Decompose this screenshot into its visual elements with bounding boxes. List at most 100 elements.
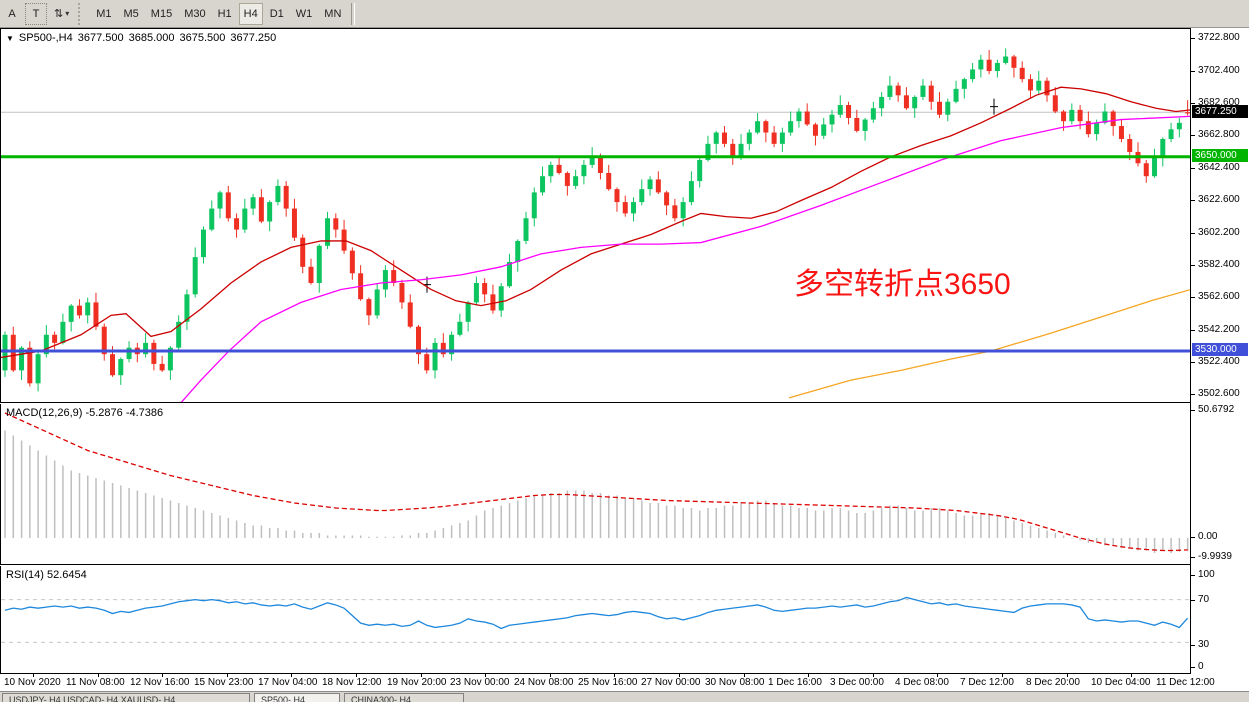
time-axis-tick bbox=[226, 674, 228, 677]
text-tool-button[interactable]: T bbox=[25, 2, 47, 25]
macd-histogram-bar bbox=[864, 513, 866, 538]
rsi-pane[interactable]: RSI(14) 52.6454 bbox=[0, 566, 1190, 674]
chart-tab[interactable]: SP500-,H4 bbox=[254, 693, 340, 702]
bear-candle bbox=[490, 294, 496, 311]
macd-histogram-bar bbox=[872, 510, 875, 538]
candlestick-canvas[interactable] bbox=[1, 29, 1190, 402]
macd-histogram-bar bbox=[1162, 538, 1164, 551]
bull-candle bbox=[523, 218, 529, 241]
font-tool-button[interactable]: A bbox=[8, 7, 16, 20]
macd-histogram-bar bbox=[4, 430, 6, 538]
bear-candle bbox=[1127, 138, 1133, 152]
macd-histogram-bar bbox=[467, 520, 469, 538]
bull-candle bbox=[60, 321, 66, 343]
timeframe-button-d1[interactable]: D1 bbox=[269, 7, 284, 20]
macd-histogram-bar bbox=[252, 525, 254, 538]
macd-histogram-bar bbox=[632, 498, 635, 538]
time-axis-label: 7 Dec 12:00 bbox=[960, 677, 1014, 688]
macd-histogram-bar bbox=[153, 495, 155, 538]
time-axis-tick bbox=[679, 674, 680, 677]
macd-pane[interactable]: MACD(12,26,9) -5.2876 -4.7386 bbox=[0, 404, 1190, 565]
macd-histogram-bar bbox=[29, 445, 31, 538]
bear-candle bbox=[27, 347, 33, 384]
macd-histogram-bar bbox=[450, 525, 453, 538]
macd-histogram-bar bbox=[1129, 538, 1131, 548]
macd-histogram-bar bbox=[1054, 533, 1057, 538]
macd-histogram-bar bbox=[20, 440, 23, 538]
bull-candle bbox=[1152, 156, 1158, 177]
timeframe-button-m15[interactable]: M15 bbox=[150, 7, 173, 20]
bull-candle bbox=[870, 108, 876, 120]
bear-candle bbox=[341, 229, 347, 251]
macd-histogram-bar bbox=[335, 535, 337, 538]
price-chart-pane[interactable]: ▼ SP500-,H4 3677.500 3685.000 3675.500 3… bbox=[0, 28, 1190, 403]
axis-tick-mark bbox=[1191, 600, 1195, 601]
collapse-icon[interactable]: ▼ bbox=[6, 33, 14, 43]
macd-histogram-bar bbox=[1186, 538, 1189, 552]
bull-candle bbox=[1094, 122, 1100, 135]
bull-candle bbox=[68, 305, 74, 322]
price-axis-scale[interactable]: 3722.800 3702.400 3682.600 3662.800 3642.400… bbox=[1190, 28, 1249, 674]
price-axis-label: 3622.600 bbox=[1198, 194, 1240, 206]
bull-candle bbox=[515, 240, 521, 262]
macd-histogram-bar bbox=[814, 510, 817, 538]
timeframe-button-m5[interactable]: M5 bbox=[123, 7, 139, 20]
macd-histogram-bar bbox=[235, 520, 238, 538]
macd-histogram-bar bbox=[417, 533, 420, 538]
bear-candle bbox=[804, 111, 810, 125]
bull-candle bbox=[1003, 56, 1009, 63]
rsi-axis-label: 100 bbox=[1198, 569, 1215, 580]
macd-histogram-bar bbox=[591, 493, 593, 538]
macd-histogram-bar bbox=[558, 493, 560, 538]
axis-tick-mark bbox=[1191, 575, 1195, 576]
bear-candle bbox=[622, 202, 628, 214]
macd-histogram-bar bbox=[111, 483, 114, 538]
axis-tick-mark bbox=[1191, 70, 1195, 72]
time-axis-tick bbox=[743, 674, 745, 677]
macd-histogram-bar bbox=[971, 515, 974, 538]
bear-candle bbox=[812, 124, 818, 136]
macd-canvas[interactable] bbox=[1, 404, 1190, 564]
bear-candle bbox=[440, 342, 446, 355]
ma-slow-orange bbox=[788, 289, 1190, 399]
macd-histogram-bar bbox=[674, 505, 676, 538]
bull-candle bbox=[275, 185, 281, 203]
bull-candle bbox=[978, 59, 984, 70]
bear-candle bbox=[597, 156, 603, 173]
rsi-canvas[interactable] bbox=[1, 566, 1190, 673]
macd-histogram-bar bbox=[682, 508, 684, 538]
timeframe-button-h4[interactable]: H4 bbox=[238, 2, 263, 25]
chart-tab[interactable]: USDJPY-,H4 USDCAD-,H4 XAUUSD-,H4 bbox=[2, 693, 250, 702]
toolbar-groove bbox=[351, 2, 356, 25]
bull-candle bbox=[738, 143, 744, 157]
macd-histogram-bar bbox=[1137, 538, 1139, 551]
macd-histogram-bar bbox=[1120, 538, 1123, 548]
arrows-dropdown-button[interactable]: ⇅ ▾ bbox=[49, 3, 74, 25]
bear-candle bbox=[614, 189, 620, 203]
timeframe-button-w1[interactable]: W1 bbox=[295, 7, 313, 20]
timeframe-button-h1[interactable]: H1 bbox=[217, 7, 232, 20]
axis-tick-mark bbox=[1191, 329, 1195, 331]
price-axis-label: 3702.400 bbox=[1198, 65, 1240, 76]
time-axis-tick bbox=[291, 674, 293, 677]
time-axis-label: 30 Nov 08:00 bbox=[705, 677, 765, 688]
macd-histogram-bar bbox=[823, 510, 825, 538]
ohlc-open: 3677.500 bbox=[77, 32, 124, 44]
macd-histogram-bar bbox=[748, 503, 751, 538]
timeframe-button-m1[interactable]: M1 bbox=[96, 7, 112, 20]
chart-tab[interactable]: CHINA300-,H4 bbox=[344, 693, 464, 702]
bear-candle bbox=[1061, 111, 1067, 122]
macd-histogram-bar bbox=[1038, 528, 1040, 538]
timeframe-button-mn[interactable]: MN bbox=[324, 7, 342, 20]
time-axis-scale[interactable]: 10 Nov 2020 11 Nov 08:00 12 Nov 16:00 15 No… bbox=[0, 674, 1249, 691]
macd-histogram-bar bbox=[508, 503, 511, 538]
timeframe-button-m30[interactable]: M30 bbox=[184, 7, 206, 20]
time-axis-tick bbox=[356, 674, 357, 677]
bull-candle bbox=[531, 192, 537, 219]
macd-histogram-bar bbox=[1087, 538, 1090, 543]
macd-histogram-bar bbox=[599, 493, 602, 538]
axis-tick-mark bbox=[1191, 296, 1195, 298]
chart-title: ▼ SP500-,H4 3677.500 3685.000 3675.500 3… bbox=[6, 32, 276, 44]
macd-histogram-bar bbox=[541, 495, 544, 538]
macd-histogram-bar bbox=[202, 510, 205, 538]
